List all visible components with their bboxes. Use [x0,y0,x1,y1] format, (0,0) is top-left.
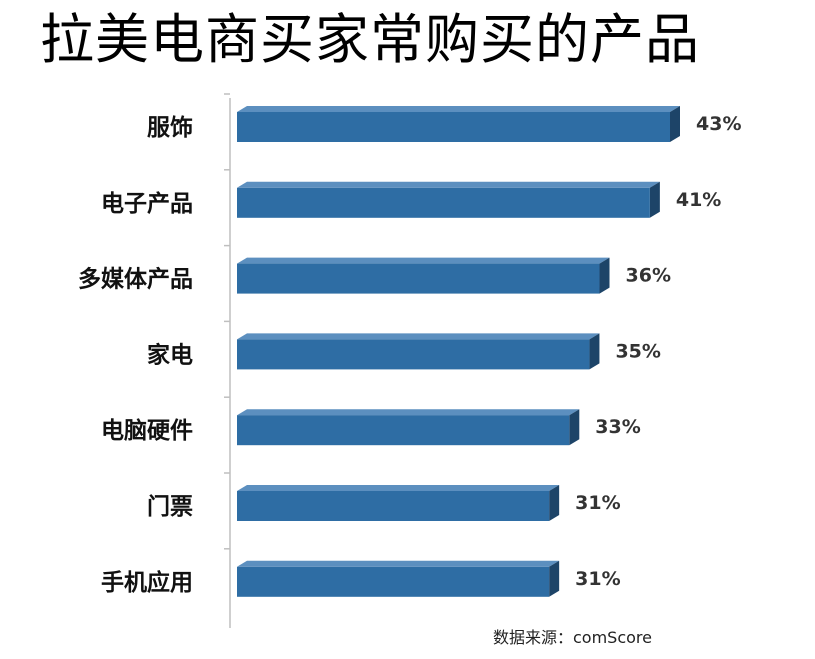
bar-front-face [237,339,590,370]
bar-5 [237,409,580,446]
bar-side-face [649,181,660,218]
bar-top-face [237,106,680,112]
value-label: 36% [626,265,671,287]
bar-6 [237,485,560,521]
bar-top-face [237,257,610,264]
value-label: 35% [615,340,660,362]
bar-side-face [589,333,600,370]
bar-front-face [237,187,650,218]
bar-4 [237,333,600,370]
chart-title: 拉美电商买家常购买的产品 [40,8,700,71]
bar-top-face [237,409,580,416]
category-label: 手机应用 [101,569,193,596]
value-label: 33% [595,416,640,438]
bar-top-face [237,560,560,567]
bar-front-face [237,112,670,142]
bar-top-face [237,485,560,491]
value-label: 31% [575,492,620,514]
category-label: 服饰 [147,114,193,141]
category-label: 门票 [147,493,193,520]
bar-side-face [549,560,560,597]
bar-side-face [599,257,610,294]
bar-1 [237,106,680,142]
bar-top-face [237,181,660,188]
bar-side-face [670,106,680,142]
category-label: 电子产品 [101,190,193,217]
bar-front-face [237,566,550,597]
value-label: 43% [696,113,741,135]
category-label: 电脑硬件 [101,417,193,444]
category-label: 家电 [147,341,193,368]
bar-front-face [237,415,570,446]
bar-side-face [549,485,560,521]
bar-front-face [237,491,550,521]
bar-7 [237,560,560,597]
value-label: 31% [575,568,620,590]
data-source: 数据来源：comScore [493,628,652,647]
bar-2 [237,181,660,218]
value-label: 41% [676,189,721,211]
bar-side-face [569,409,580,446]
bar-3 [237,257,610,294]
bar-front-face [237,263,600,294]
category-label: 多媒体产品 [78,266,193,293]
bar-top-face [237,333,600,340]
